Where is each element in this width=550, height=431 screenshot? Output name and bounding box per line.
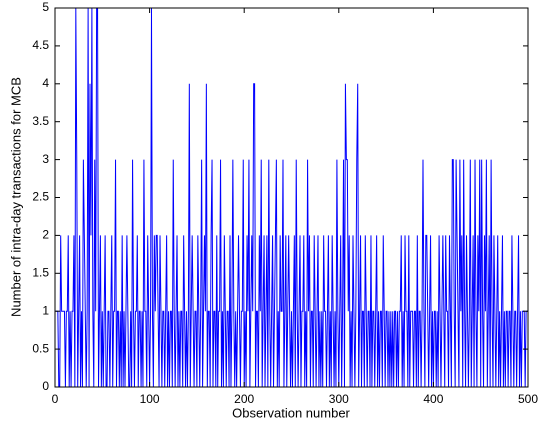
y-tick-label: 3	[42, 152, 49, 166]
y-axis-label: Number of intra-day transactions for MCB	[8, 77, 23, 317]
x-tick-label: 200	[234, 392, 254, 406]
x-tick-label: 500	[518, 392, 538, 406]
y-tick-label: 4.5	[32, 38, 49, 52]
x-tick-label: 0	[52, 392, 59, 406]
y-tick-label: 2.5	[32, 190, 49, 204]
y-tick-label: 0.5	[32, 341, 49, 355]
y-tick-label: 1.5	[32, 265, 49, 279]
x-tick-label: 400	[423, 392, 443, 406]
x-tick-label: 100	[140, 392, 160, 406]
data-line	[55, 7, 528, 388]
y-tick-label: 0	[42, 379, 49, 393]
plot-frame	[54, 7, 529, 388]
y-tick-label: 3.5	[32, 114, 49, 128]
y-tick-label: 1	[42, 303, 49, 317]
x-axis-label: Observation number	[232, 405, 350, 420]
x-tick-label: 300	[329, 392, 349, 406]
y-tick-label: 5	[42, 0, 49, 14]
y-tick-label: 4	[42, 76, 49, 90]
y-tick-label: 2	[42, 228, 49, 242]
